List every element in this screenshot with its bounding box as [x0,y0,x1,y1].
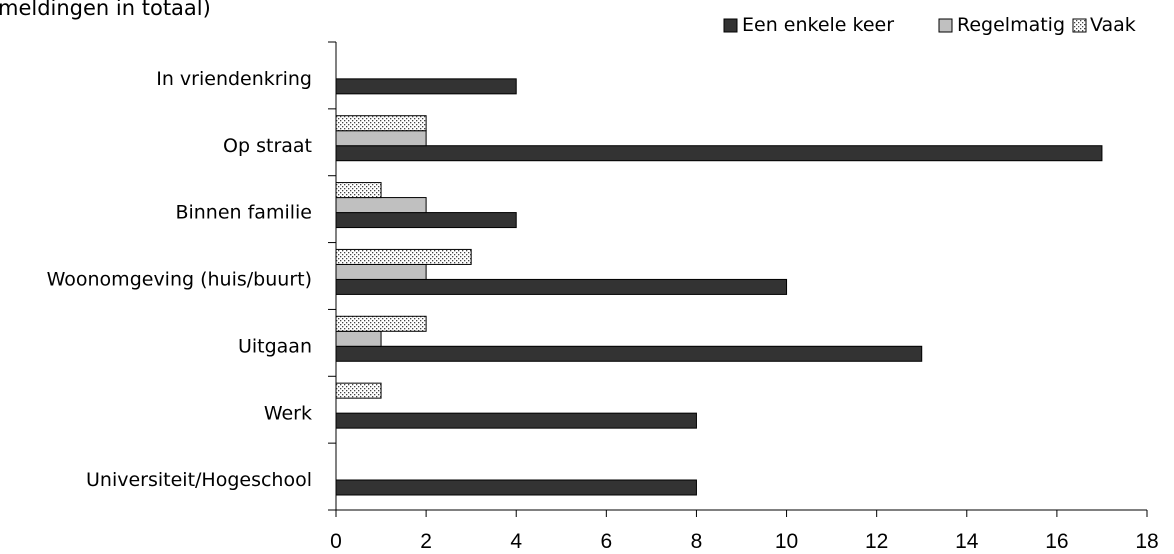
chart-title: meldingen in totaal) [0,0,211,20]
category-label-in-vriendenkring: In vriendenkring [156,68,312,90]
bar-vaak-woonomgeving-huis-buurt [335,248,472,265]
legend-label-een-enkele-keer: Een enkele keer [742,14,894,36]
x-tick-label-0: 0 [330,530,342,553]
legend-swatch-vaak [1072,18,1087,33]
category-label-op-straat: Op straat [223,135,312,157]
legend-swatch-een-enkele-keer [723,18,738,33]
bar-een-enkele-keer-werk [335,412,697,429]
bar-regelmatig-uitgaan [335,330,382,347]
x-axis: 0 2 4 6 8 10 12 14 16 18 [330,509,1159,553]
bar-vaak-op-straat [335,115,427,132]
bar-een-enkele-keer-binnen-familie [335,212,517,229]
bars-group [335,78,1103,496]
y-axis: In vriendenkring Op straat Binnen familie W… [47,41,337,511]
bar-een-enkele-keer-woonomgeving-huis-buurt [335,278,788,295]
x-tick-label-8: 8 [691,530,703,553]
category-label-werk: Werk [264,402,312,424]
category-label-binnen-familie: Binnen familie [175,202,312,224]
category-label-universiteit-hogeschool: Universiteit/Hogeschool [86,469,312,491]
x-tick-label-2: 2 [420,530,432,553]
bar-een-enkele-keer-op-straat [335,145,1103,162]
category-label-woonomgeving-huis-buurt: Woonomgeving (huis/buurt) [47,269,312,291]
legend-swatch-regelmatig [938,18,953,33]
bar-vaak-binnen-familie [335,182,382,199]
x-tick-label-6: 6 [600,530,612,553]
bar-regelmatig-woonomgeving-huis-buurt [335,263,427,280]
x-tick-label-10: 10 [775,530,798,553]
x-tick-label-14: 14 [955,530,979,553]
x-tick-label-12: 12 [865,530,888,553]
bar-regelmatig-op-straat [335,130,427,147]
legend-label-regelmatig: Regelmatig [957,14,1065,36]
legend: Een enkele keer Regelmatig Vaak [723,14,1136,36]
bar-een-enkele-keer-uitgaan [335,345,923,362]
category-label-uitgaan: Uitgaan [238,335,312,357]
bar-regelmatig-binnen-familie [335,197,427,214]
bar-een-enkele-keer-in-vriendenkring [335,78,517,95]
bar-vaak-werk [335,382,382,399]
legend-label-vaak: Vaak [1090,14,1136,36]
bar-vaak-uitgaan [335,315,427,332]
bar-een-enkele-keer-universiteit-hogeschool [335,479,697,496]
x-tick-label-16: 16 [1045,530,1068,553]
x-tick-label-18: 18 [1135,530,1158,553]
x-tick-label-4: 4 [510,530,522,553]
